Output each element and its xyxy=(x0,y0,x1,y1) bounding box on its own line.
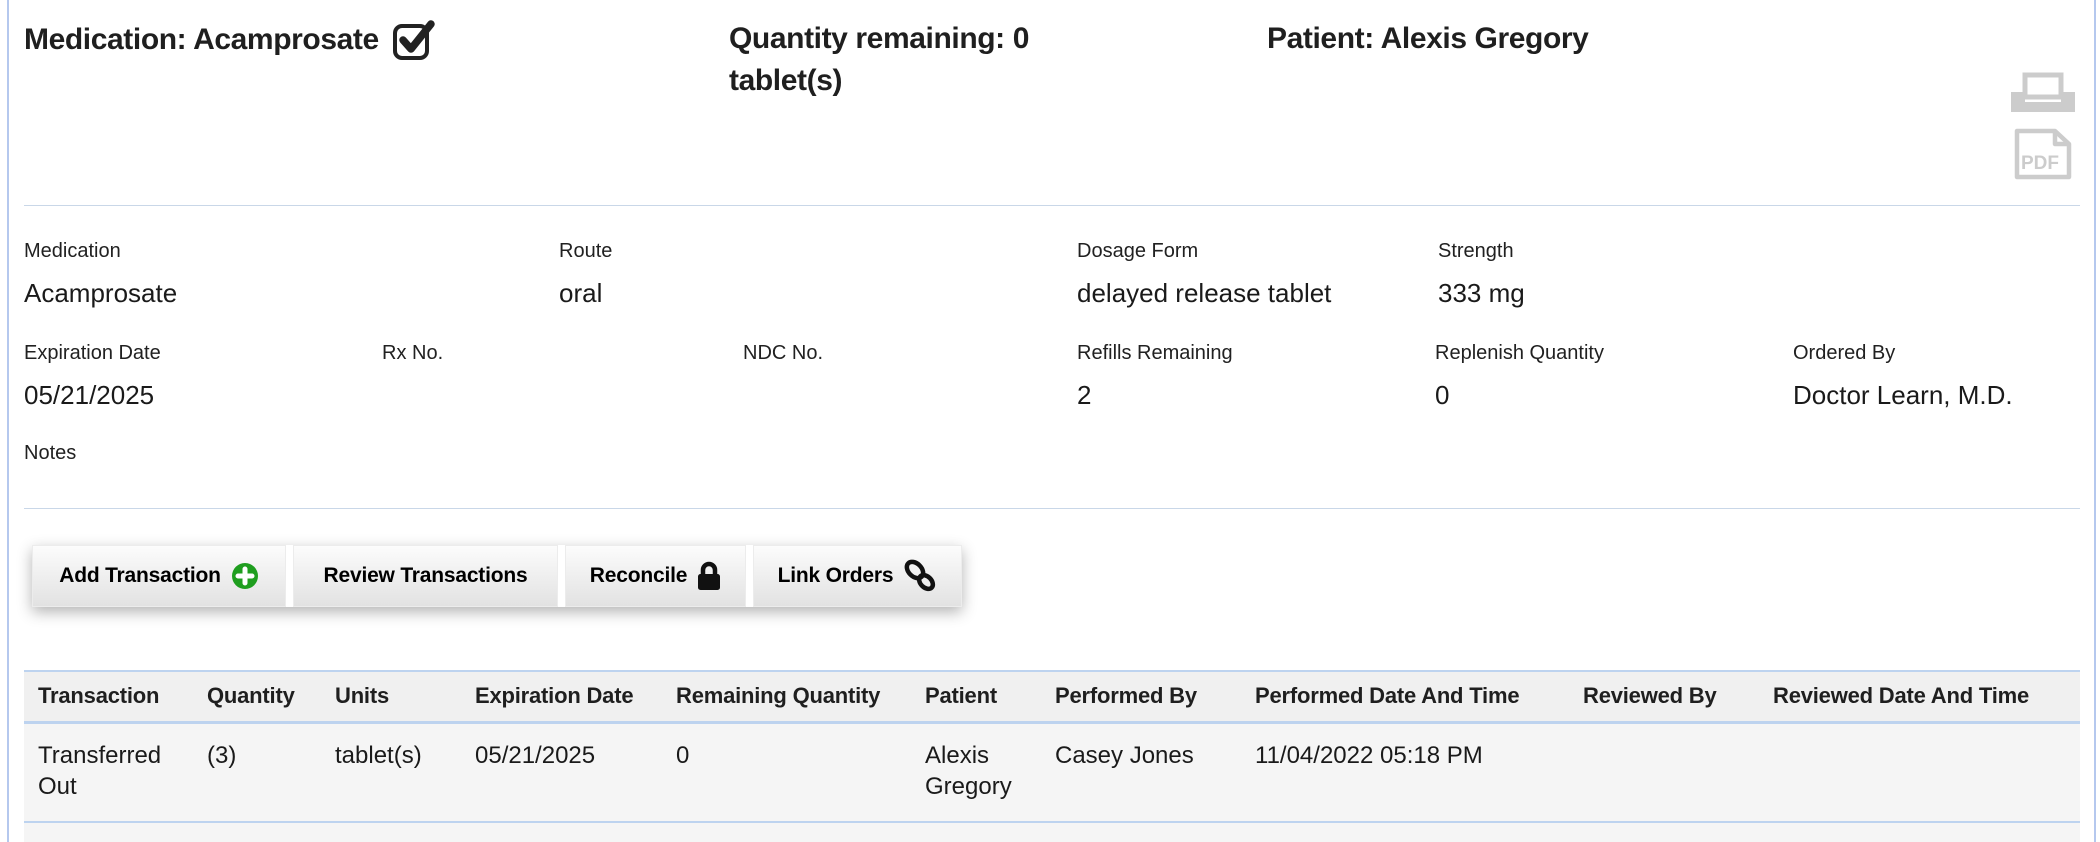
field-value: oral xyxy=(559,278,603,308)
print-icon[interactable] xyxy=(2005,72,2080,119)
quantity-remaining-heading: Quantity remaining: 0 tablet(s) xyxy=(729,22,1029,97)
link-icon xyxy=(903,559,937,593)
field-label: Notes xyxy=(24,442,77,464)
table-row-partial xyxy=(24,822,2080,842)
cell-expiration-date: 05/21/2025 xyxy=(461,722,662,823)
cell-quantity: (3) xyxy=(193,722,321,823)
review-transactions-button[interactable]: Review Transactions xyxy=(293,545,558,607)
field-expiration-date: Expiration Date 05/21/2025 xyxy=(24,340,161,412)
table-row: Transferred Out (3) tablet(s) 05/21/2025… xyxy=(24,722,2080,823)
col-header-performed-date-and-time: Performed Date And Time xyxy=(1241,670,1569,724)
field-label: NDC No. xyxy=(743,342,824,364)
field-label: Dosage Form xyxy=(1077,240,1199,262)
header-divider xyxy=(24,205,2080,206)
field-route: Route oral xyxy=(559,238,612,310)
field-label: Strength xyxy=(1438,240,1514,262)
col-header-remaining-quantity: Remaining Quantity xyxy=(662,670,911,724)
field-notes: Notes xyxy=(24,440,76,478)
col-header-performed-by: Performed By xyxy=(1041,670,1241,724)
field-medication: Medication Acamprosate xyxy=(24,238,177,310)
field-label: Rx No. xyxy=(382,342,444,364)
medication-title: Medication: Acamprosate xyxy=(24,18,437,62)
field-value: delayed release tablet xyxy=(1077,278,1332,308)
field-label: Route xyxy=(559,240,613,262)
link-orders-label: Link Orders xyxy=(777,564,894,587)
col-header-reviewed-date-and-time: Reviewed Date And Time xyxy=(1759,670,2080,724)
col-header-quantity: Quantity xyxy=(193,670,321,724)
field-value: 05/21/2025 xyxy=(24,380,155,410)
transaction-toolbar: Add Transaction Review Transactions Reco… xyxy=(32,545,962,607)
reconcile-label: Reconcile xyxy=(589,564,688,587)
field-rx-no: Rx No. xyxy=(382,340,443,378)
cell-reviewed-by xyxy=(1569,722,1759,823)
field-label: Ordered By xyxy=(1793,342,1896,364)
field-value: Acamprosate xyxy=(24,278,178,308)
pdf-icon[interactable]: PDF xyxy=(2012,128,2074,185)
field-value: 0 xyxy=(1435,380,1450,410)
add-transaction-button[interactable]: Add Transaction xyxy=(32,545,286,607)
link-orders-button[interactable]: Link Orders xyxy=(753,545,962,607)
add-transaction-label: Add Transaction xyxy=(59,564,221,587)
checked-checkbox-icon xyxy=(391,18,437,62)
field-label: Replenish Quantity xyxy=(1435,342,1604,364)
field-strength: Strength 333 mg xyxy=(1438,238,1525,310)
field-value: 333 mg xyxy=(1438,278,1525,308)
col-header-transaction: Transaction xyxy=(24,670,193,724)
col-header-units: Units xyxy=(321,670,461,724)
field-value: Doctor Learn, M.D. xyxy=(1793,380,2013,410)
table-header-row: Transaction Quantity Units Expiration Da… xyxy=(24,670,2080,724)
field-dosage-form: Dosage Form delayed release tablet xyxy=(1077,238,1331,310)
col-header-reviewed-by: Reviewed By xyxy=(1569,670,1759,724)
cell-remaining-quantity: 0 xyxy=(662,722,911,823)
cell-units: tablet(s) xyxy=(321,722,461,823)
cell-patient: Alexis Gregory xyxy=(911,722,1041,823)
cell-reviewed-date-and-time xyxy=(1759,722,2080,823)
cell-transaction: Transferred Out xyxy=(24,722,193,823)
patient-heading: Patient: Alexis Gregory xyxy=(1267,22,1589,55)
field-label: Expiration Date xyxy=(24,342,161,364)
pdf-icon-label: PDF xyxy=(2021,153,2059,174)
field-label: Refills Remaining xyxy=(1077,342,1233,364)
cell-performed-by: Casey Jones xyxy=(1041,722,1241,823)
field-label: Medication xyxy=(24,240,121,262)
field-replenish-quantity: Replenish Quantity 0 xyxy=(1435,340,1604,412)
medication-title-text: Medication: Acamprosate xyxy=(24,23,379,56)
review-transactions-label: Review Transactions xyxy=(323,564,528,587)
field-refills-remaining: Refills Remaining 2 xyxy=(1077,340,1233,412)
plus-circle-icon xyxy=(231,562,259,590)
reconcile-button[interactable]: Reconcile xyxy=(565,545,746,607)
lock-icon xyxy=(697,561,721,591)
cell-performed-date-and-time: 11/04/2022 05:18 PM xyxy=(1241,722,1569,823)
details-divider xyxy=(24,508,2080,509)
field-value: 2 xyxy=(1077,380,1092,410)
field-ndc-no: NDC No. xyxy=(743,340,823,378)
field-ordered-by: Ordered By Doctor Learn, M.D. xyxy=(1793,340,2013,412)
transactions-table: Transaction Quantity Units Expiration Da… xyxy=(24,670,2080,842)
col-header-expiration-date: Expiration Date xyxy=(461,670,662,724)
col-header-patient: Patient xyxy=(911,670,1041,724)
